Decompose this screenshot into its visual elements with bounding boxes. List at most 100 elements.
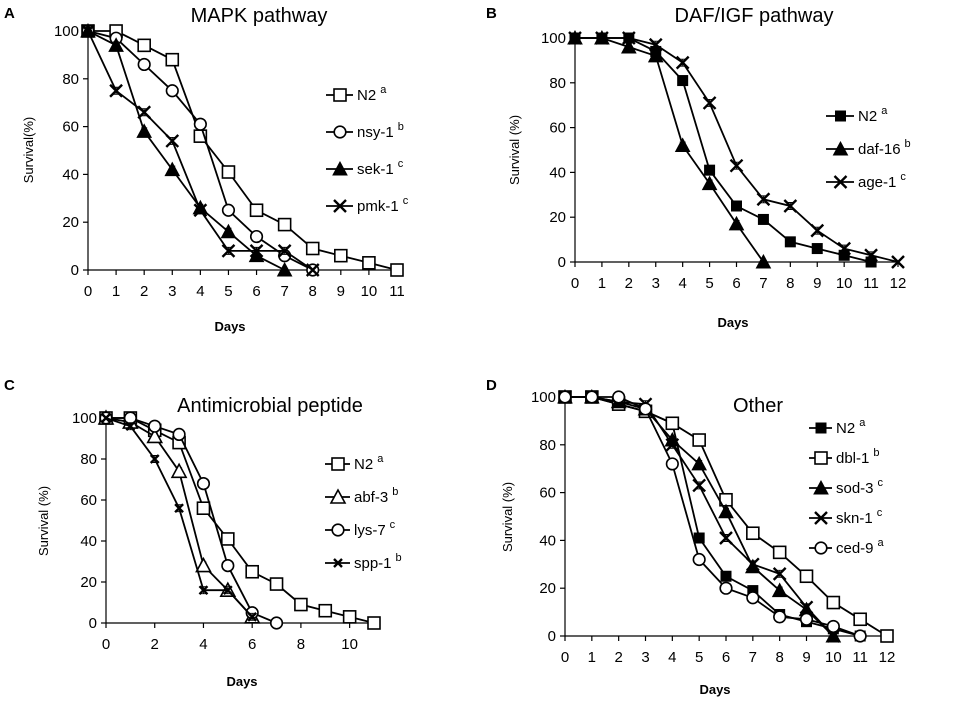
- series-line: [87, 30, 314, 271]
- legend-label: sod-3 c: [836, 477, 884, 497]
- legend-entry: spp-1 b: [325, 552, 402, 572]
- x-tick-label: 7: [280, 283, 288, 300]
- series-n2: [99, 411, 381, 630]
- legend-label: nsy-1 b: [357, 121, 404, 141]
- data-point: [193, 117, 207, 131]
- legend-marker: [832, 140, 849, 156]
- data-point: [305, 263, 320, 277]
- legend-marker: [814, 511, 828, 525]
- legend-label: abf-3 b: [354, 486, 398, 506]
- data-point: [891, 255, 905, 269]
- series-nsy-1: [81, 24, 320, 277]
- data-point: [305, 241, 320, 256]
- data-point: [638, 402, 653, 416]
- legend-marker: [835, 110, 846, 122]
- legend-marker: [331, 457, 345, 471]
- legend-name: nsy-1: [357, 124, 394, 141]
- legend-marker: [329, 488, 347, 504]
- legend-name: pmk-1: [357, 198, 399, 215]
- data-point: [125, 421, 136, 432]
- data-point: [198, 585, 209, 596]
- legend-label: lys-7 c: [354, 519, 396, 539]
- legend-label: ced-9 a: [836, 537, 885, 557]
- data-point: [693, 532, 705, 544]
- data-point: [772, 545, 787, 560]
- x-tick-label: 3: [168, 283, 176, 300]
- data-point: [720, 570, 732, 582]
- data-point: [334, 248, 348, 263]
- legend-marker: [814, 541, 828, 555]
- x-tick-label: 8: [297, 636, 305, 653]
- legend-superscript: b: [392, 486, 398, 498]
- legend-entry: ced-9 a: [809, 537, 885, 557]
- x-tick-label: 6: [248, 636, 256, 653]
- series-age-1: [568, 31, 905, 269]
- legend-marker: [333, 125, 347, 139]
- y-axis-title: Survival (%): [500, 482, 515, 552]
- y-tick-label: 40: [80, 533, 97, 550]
- legend-label: spp-1 b: [354, 552, 402, 572]
- data-point: [568, 31, 582, 45]
- data-point: [137, 105, 152, 120]
- legend-label: daf-16 b: [858, 138, 911, 158]
- chart-title: DAF/IGF pathway: [675, 5, 834, 27]
- data-point: [165, 52, 180, 67]
- y-tick-label: 20: [80, 574, 97, 591]
- series-skn-1: [558, 390, 841, 643]
- legend-marker: [332, 160, 348, 176]
- x-tick-label: 5: [705, 275, 713, 292]
- legend-marker: [833, 175, 848, 189]
- legend-name: N2: [357, 87, 376, 104]
- data-point: [245, 564, 259, 579]
- data-point: [810, 223, 825, 238]
- data-point: [101, 413, 111, 423]
- legend-entry: sod-3 c: [809, 477, 884, 497]
- legend-entry: nsy-1 b: [326, 121, 404, 141]
- x-tick-label: 11: [852, 649, 868, 666]
- y-tick-label: 40: [549, 164, 566, 181]
- series-pmk-1: [81, 24, 320, 277]
- legend-marker: [815, 422, 827, 434]
- data-point: [728, 215, 745, 231]
- data-point: [704, 164, 716, 176]
- series-line: [88, 30, 398, 271]
- y-axis-title: Survival (%): [507, 115, 522, 185]
- legend-label: N2 a: [354, 453, 384, 473]
- x-tick-label: 0: [102, 636, 110, 653]
- data-point: [148, 419, 162, 433]
- legend-superscript: b: [398, 121, 404, 133]
- legend-label: dbl-1 b: [836, 447, 879, 467]
- x-tick-label: 3: [641, 649, 649, 666]
- x-tick-label: 2: [625, 275, 633, 292]
- data-point: [826, 595, 841, 610]
- x-tick-label: 6: [252, 283, 260, 300]
- legend-superscript: c: [403, 195, 409, 207]
- series-line: [565, 396, 834, 637]
- y-tick-label: 0: [71, 262, 79, 279]
- data-point: [137, 38, 151, 53]
- y-tick-label: 80: [539, 437, 556, 454]
- legend-entry: abf-3 b: [325, 486, 398, 506]
- legend-name: sek-1: [357, 161, 394, 178]
- y-tick-label: 0: [548, 628, 556, 645]
- y-tick-label: 100: [54, 23, 79, 40]
- legend-superscript: b: [905, 138, 911, 150]
- panel-letter: C: [4, 377, 15, 394]
- data-point: [784, 236, 796, 248]
- data-point: [276, 261, 293, 277]
- y-tick-label: 80: [80, 451, 97, 468]
- legend-label: age-1 c: [858, 171, 906, 191]
- legend-entry: daf-16 b: [826, 138, 911, 158]
- panel-letter: D: [486, 377, 497, 394]
- data-point: [318, 603, 333, 618]
- series-line: [575, 37, 872, 263]
- data-point: [558, 390, 572, 404]
- y-tick-label: 60: [62, 119, 79, 136]
- data-point: [247, 612, 258, 622]
- data-point: [692, 552, 706, 567]
- data-point: [811, 243, 823, 255]
- x-tick-label: 0: [84, 283, 92, 300]
- legend-name: sod-3: [836, 480, 874, 497]
- chart-title: Antimicrobial peptide: [177, 395, 363, 417]
